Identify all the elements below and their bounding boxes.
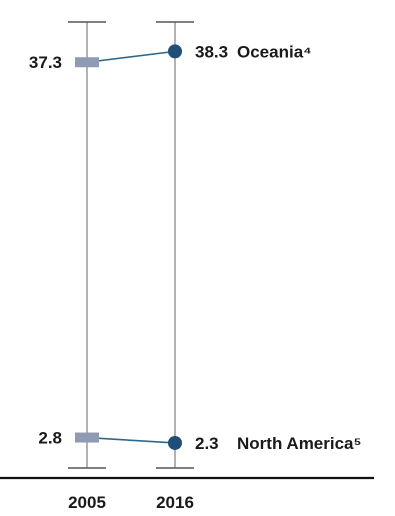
- start-value-label-oceania: 37.3: [29, 53, 62, 72]
- series-name-label-oceania: Oceania⁴: [237, 42, 312, 61]
- end-marker-north-america: [168, 435, 182, 450]
- series-name-label-north-america: North America⁵: [237, 434, 362, 453]
- end-value-label-north-america: 2.3: [195, 434, 219, 453]
- connector-line-north-america: [86, 436, 176, 444]
- x-tick-label-2016: 2016: [156, 493, 194, 512]
- end-value-label-oceania: 38.3: [195, 42, 228, 61]
- end-marker-oceania: [168, 44, 182, 59]
- start-value-label-north-america: 2.8: [38, 429, 62, 448]
- start-marker-north-america: [75, 432, 99, 443]
- start-marker-oceania: [75, 57, 99, 68]
- connector-line-oceania: [86, 50, 176, 64]
- x-tick-label-2005: 2005: [68, 493, 106, 512]
- series-marks: 37.3 38.3 Oceania⁴ 2.8 2.3 North America⁵: [29, 42, 362, 453]
